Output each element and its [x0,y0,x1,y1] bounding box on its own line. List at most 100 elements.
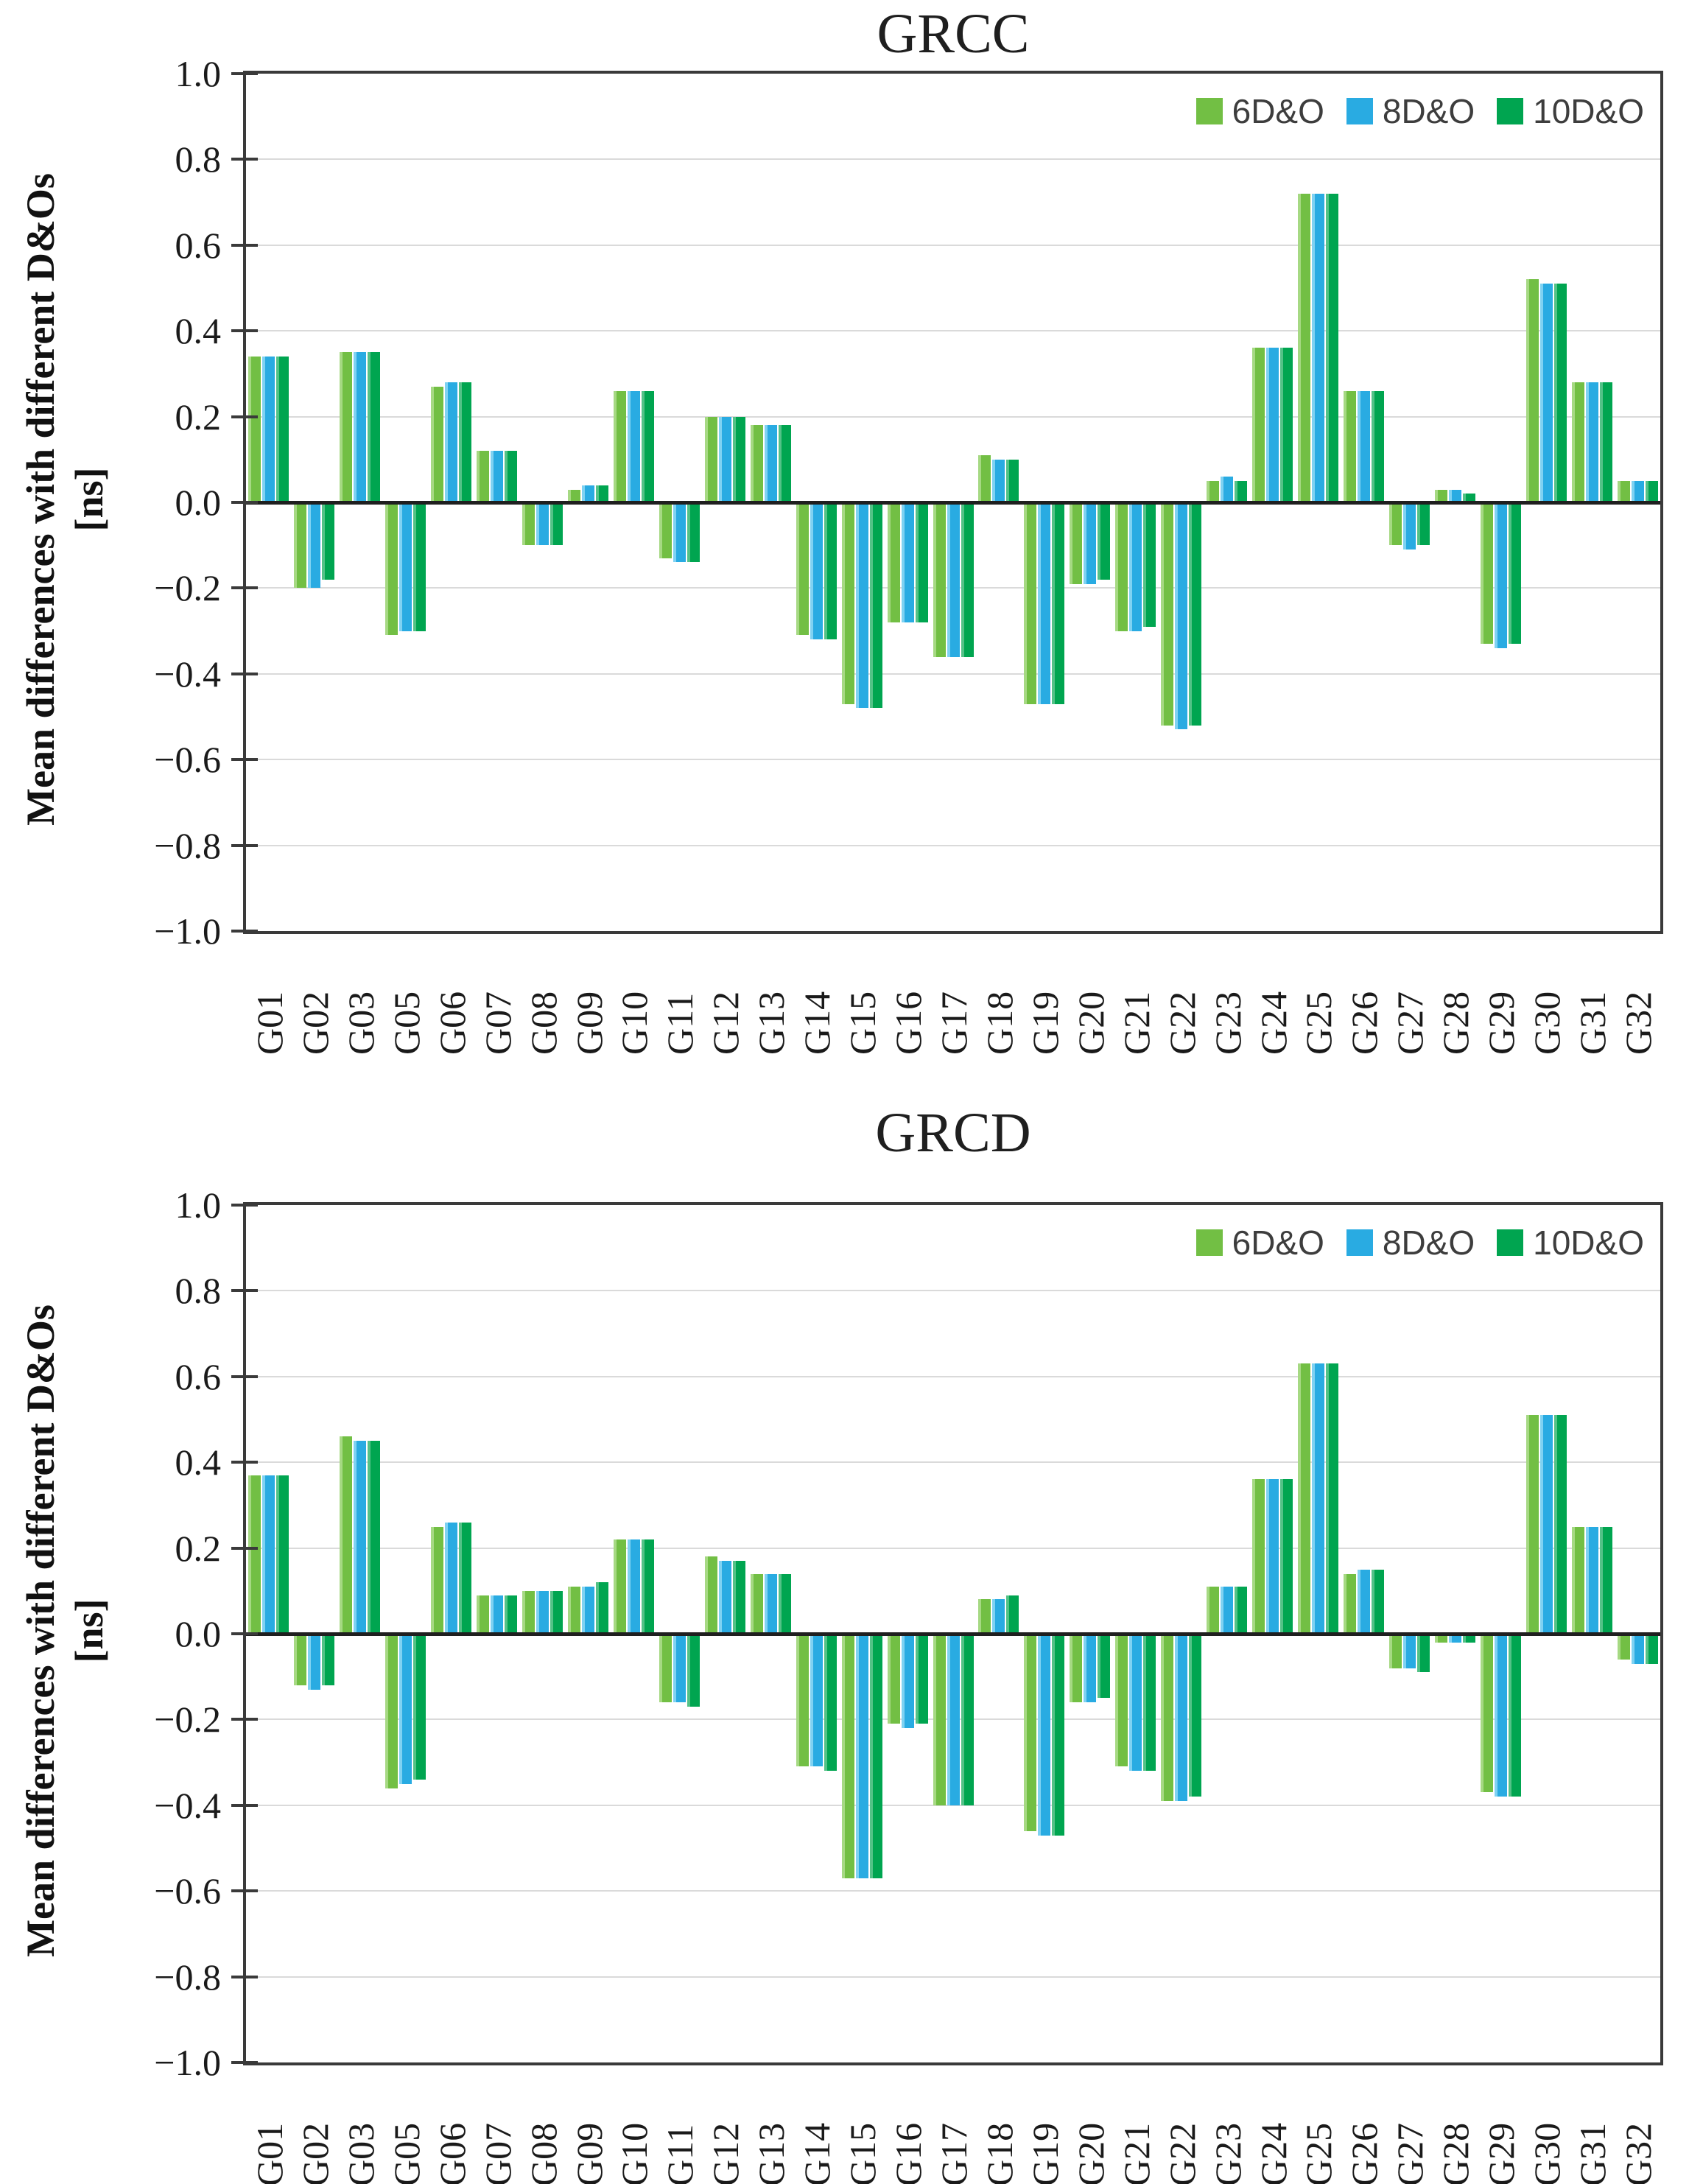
bar-8D&O-G02 [308,1634,321,1690]
bar-8D&O-G05 [399,1634,412,1784]
bar-8D&O-G24 [1266,348,1279,502]
bar-8D&O-G17 [947,1634,960,1805]
bar-10D&O-G32 [1645,480,1658,502]
bar-6D&O-G17 [933,1634,946,1805]
bar-8D&O-G19 [1038,502,1051,704]
x-tick-label: G15 [842,2122,884,2184]
bar-10D&O-G18 [1006,1595,1019,1634]
bar-10D&O-G21 [1143,502,1156,627]
bar-10D&O-G26 [1371,1569,1384,1634]
x-tick-label: G16 [888,991,930,1055]
y-tick [231,1803,258,1807]
plot-area: 6D&O 8D&O 10D&O 1.0 0.8 0.6 0.4 0.2 0.0 −0.2 −0… [154,53,1663,1055]
bar-10D&O-G16 [915,1634,928,1724]
bar-8D&O-G07 [491,1595,504,1634]
bar-10D&O-G15 [869,1634,882,1878]
x-tick-label: G27 [1389,2122,1431,2184]
bar-6D&O-G13 [750,1573,763,1634]
bar-6D&O-G09 [568,1586,581,1634]
x-tick-label: G27 [1389,991,1431,1055]
y-tick [231,1546,258,1550]
bar-6D&O-G29 [1480,502,1493,645]
bar-6D&O-G08 [522,1590,536,1634]
bar-6D&O-G02 [294,1634,307,1685]
gridline [246,158,1660,161]
x-tick-label: G19 [1024,2122,1066,2184]
x-tick-label: G16 [888,2122,930,2184]
x-tick-label: G01 [248,991,290,1055]
bar-8D&O-G32 [1631,480,1644,502]
bar-8D&O-G23 [1221,477,1234,502]
bar-6D&O-G23 [1207,480,1220,502]
bar-10D&O-G19 [1052,1634,1065,1836]
legend-swatch-8do [1346,98,1373,124]
x-tick-label: G03 [340,991,382,1055]
x-tick-label: G10 [614,991,656,1055]
y-tick [231,758,258,762]
bar-10D&O-G32 [1645,1634,1658,1664]
bar-6D&O-G21 [1115,1634,1128,1767]
bar-8D&O-G29 [1494,1634,1507,1797]
bar-10D&O-G03 [368,1441,381,1634]
legend-swatch-6do [1195,1229,1223,1256]
x-tick-label: G32 [1618,2122,1660,2184]
bar-6D&O-G30 [1525,279,1539,502]
x-tick-label: G07 [477,991,519,1055]
bar-6D&O-G11 [659,1634,672,1703]
y-tick [231,1718,258,1721]
bar-6D&O-G15 [841,1634,854,1878]
x-tick-label: G08 [522,991,564,1055]
bar-8D&O-G26 [1357,390,1370,502]
legend: 6D&O 8D&O 10D&O [1195,91,1644,131]
bar-6D&O-G31 [1571,382,1584,502]
x-tick-label: G28 [1435,2122,1477,2184]
bar-8D&O-G27 [1402,502,1416,550]
bar-10D&O-G13 [778,1573,791,1634]
bar-10D&O-G12 [732,1561,745,1634]
bar-10D&O-G30 [1553,1415,1567,1634]
bar-10D&O-G25 [1325,1363,1338,1634]
bar-8D&O-G08 [536,502,549,546]
bar-10D&O-G17 [961,502,974,657]
x-tick-label: G12 [705,2122,747,2184]
bar-6D&O-G07 [477,1595,490,1634]
bar-6D&O-G08 [522,502,536,546]
bar-8D&O-G20 [1084,502,1097,584]
x-tick-label: G26 [1344,991,1386,1055]
x-tick-label: G01 [248,2122,290,2184]
bar-6D&O-G03 [340,1436,353,1634]
bar-8D&O-G26 [1357,1569,1370,1634]
y-tick-label: −0.8 [154,1956,221,1998]
bar-10D&O-G01 [276,1475,289,1634]
y-tick-label: 0.6 [175,224,222,266]
y-tick-label: 1.0 [175,1184,222,1226]
bar-6D&O-G16 [887,502,900,622]
bar-6D&O-G13 [750,425,763,502]
bar-8D&O-G29 [1494,502,1507,648]
x-tick-label: G31 [1572,991,1614,1055]
bar-6D&O-G14 [796,1634,809,1767]
y-tick-label: 0.0 [175,482,222,523]
bar-8D&O-G18 [992,459,1005,502]
x-tick-label: G21 [1115,2122,1157,2184]
legend: 6D&O 8D&O 10D&O [1195,1223,1644,1263]
y-axis-title-text: Mean differences with different D&Os [18,173,63,826]
bar-10D&O-G27 [1416,1634,1430,1673]
bar-10D&O-G27 [1416,502,1430,546]
zero-axis-line [246,1632,1660,1636]
bar-8D&O-G14 [810,502,823,640]
x-tick-label: G05 [385,991,427,1055]
legend-swatch-6do [1195,98,1223,124]
y-tick-label: −0.8 [154,824,221,866]
bar-6D&O-G31 [1571,1526,1584,1634]
x-tick-label: G06 [431,2122,473,2184]
bar-10D&O-G30 [1553,284,1567,502]
legend-item: 6D&O [1195,91,1324,131]
y-axis-title: Mean differences with different D&Os [ns… [16,0,113,1015]
bar-8D&O-G25 [1311,1363,1324,1634]
legend-item: 8D&O [1346,91,1475,131]
bar-8D&O-G02 [308,502,321,589]
legend-swatch-10do [1497,98,1524,124]
bar-8D&O-G22 [1175,1634,1188,1801]
